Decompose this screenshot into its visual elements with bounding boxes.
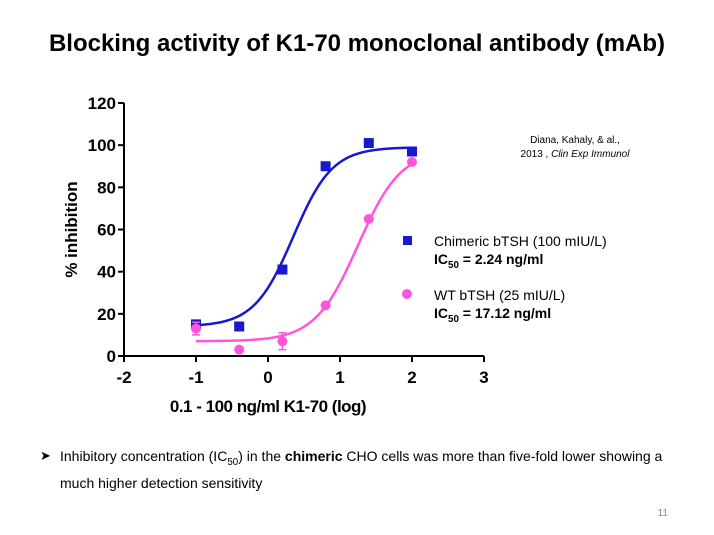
citation: Diana, Kahaly, & al., 2013 , Clin Exp Im… xyxy=(510,134,640,162)
citation-authors: Diana, Kahaly, & al., xyxy=(530,135,620,146)
ic-prefix: IC xyxy=(434,251,448,267)
fit-curve-chimeric xyxy=(195,146,413,327)
data-point-wt xyxy=(363,213,374,224)
y-tick-label: 40 xyxy=(97,263,116,282)
chart-axes: -2 -1 0 1 2 3 0 20 40 60 80 100 120 0.1 - 100 ng/ml K… xyxy=(62,94,489,416)
ic-sub: 50 xyxy=(448,259,459,271)
data-point-wt xyxy=(407,157,417,168)
x-tick-label: 0 xyxy=(263,368,272,387)
ic-value: = 17.12 ng/ml xyxy=(458,305,552,321)
page-number: 11 xyxy=(657,508,668,519)
legend-chimeric: Chimeric bTSH (100 mIU/L) IC50 = 2.24 ng… xyxy=(434,232,607,275)
y-tick-label: 80 xyxy=(97,178,116,197)
data-point-chimeric xyxy=(234,321,245,332)
data-point-chimeric xyxy=(363,138,374,149)
slide-title: Blocking activity of K1-70 monoclonal an… xyxy=(48,30,666,57)
data-point-chimeric xyxy=(407,146,417,157)
ic-value: = 2.24 ng/ml xyxy=(458,251,544,267)
legend-wt: WT bTSH (25 mIU/L) IC50 = 17.12 ng/ml xyxy=(434,286,565,329)
fit-curves xyxy=(195,146,413,343)
fit-curve-wt xyxy=(195,162,413,343)
legend-chimeric-label: Chimeric bTSH (100 mIU/L) xyxy=(434,233,607,249)
citation-journal: Clin Exp Immunol xyxy=(551,149,630,160)
x-axis-label: 0.1 - 100 ng/ml K1-70 (log) xyxy=(170,397,366,416)
bullet-point: ➤ Inhibitory concentration (IC50) in the… xyxy=(40,446,670,493)
x-tick-label: -1 xyxy=(188,368,203,387)
x-tick-label: 2 xyxy=(407,368,416,387)
legend-square-icon xyxy=(403,236,412,245)
data-point-wt xyxy=(277,336,288,347)
x-tick-label: 1 xyxy=(335,368,344,387)
data-points xyxy=(191,138,417,355)
ic-sub: 50 xyxy=(448,313,459,325)
y-tick-label: 120 xyxy=(88,94,116,113)
y-tick-label: 20 xyxy=(97,305,116,324)
legend-markers xyxy=(402,236,412,299)
y-tick-label: 0 xyxy=(107,347,116,366)
legend-circle-icon xyxy=(402,289,412,299)
x-tick-label: 3 xyxy=(479,368,488,387)
data-point-wt xyxy=(320,300,331,311)
data-point-chimeric xyxy=(320,161,331,172)
legend-wt-ic50: IC50 = 17.12 ng/ml xyxy=(434,304,565,329)
x-tick-label: -2 xyxy=(116,368,131,387)
ic-prefix: IC xyxy=(434,305,448,321)
data-point-chimeric xyxy=(277,264,288,275)
bullet-bold: chimeric xyxy=(284,448,343,464)
bullet-text: Inhibitory concentration (IC50) in the c… xyxy=(60,448,663,491)
y-axis-label: % inhibition xyxy=(62,181,81,277)
legend-chimeric-ic50: IC50 = 2.24 ng/ml xyxy=(434,250,607,275)
arrow-bullet-icon: ➤ xyxy=(40,448,51,463)
y-tick-label: 60 xyxy=(97,221,116,240)
citation-year-journal: 2013 , Clin Exp Immunol xyxy=(520,149,630,160)
y-tick-label: 100 xyxy=(88,136,116,155)
data-point-wt xyxy=(191,323,201,334)
data-point-wt xyxy=(234,344,245,355)
legend-wt-label: WT bTSH (25 mIU/L) xyxy=(434,287,566,303)
